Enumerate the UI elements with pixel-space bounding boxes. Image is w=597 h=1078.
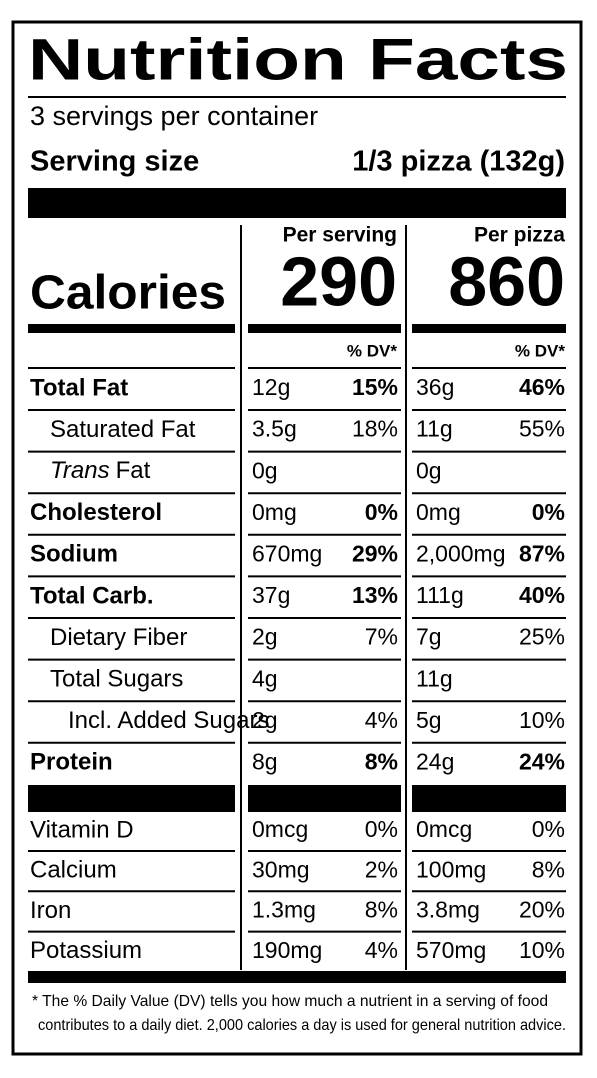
nutrient-name: Total Sugars [50, 666, 183, 693]
nutrient-name: Incl. Added Sugars [68, 707, 269, 734]
dv-header: % DV* [347, 341, 397, 360]
amount: 2,000mg [416, 540, 506, 566]
daily-value: 24% [519, 748, 565, 774]
serving-size-value: 1/3 pizza (132g) [352, 146, 565, 178]
amount: 4g [252, 665, 278, 691]
amount: 1.3mg [252, 897, 316, 923]
nutrient-name: Potassium [30, 937, 142, 964]
nutrient-name: Saturated Fat [50, 416, 196, 443]
amount: 8g [252, 748, 278, 774]
calories-bar [248, 324, 401, 333]
amount: 0g [252, 457, 278, 483]
calories-value: 860 [448, 242, 565, 320]
daily-value: 0% [532, 816, 565, 842]
daily-value: 40% [519, 582, 565, 608]
amount: 3.8mg [416, 897, 480, 923]
label-border [11, 20, 583, 1056]
column-header: Per pizza [474, 224, 565, 247]
amount: 36g [416, 374, 454, 400]
calories-label: Calories [30, 267, 226, 320]
black-bar [28, 785, 235, 812]
daily-value: 2% [365, 856, 398, 882]
amount: 0mcg [252, 816, 308, 842]
nutrient-name: Trans Fat [50, 458, 151, 485]
nutrient-name: Protein [30, 749, 113, 776]
black-bar [248, 785, 401, 812]
amount: 11g [416, 416, 453, 442]
nutrient-name-italic: Trans [50, 458, 110, 485]
daily-value: 4% [365, 937, 398, 963]
amount: 570mg [416, 937, 486, 963]
daily-value: 0% [365, 816, 398, 842]
nutrient-name-rest: Fat [116, 458, 151, 485]
daily-value: 15% [352, 374, 398, 400]
amount: 111g [416, 582, 464, 608]
serving-size-label: Serving size [30, 146, 199, 178]
dv-header: % DV* [515, 341, 565, 360]
amount: 30mg [252, 856, 310, 882]
daily-value: 87% [519, 540, 565, 566]
amount: 2g [252, 624, 278, 650]
footnote: * The % Daily Value (DV) tells you how m… [32, 993, 548, 1010]
amount: 0mg [252, 499, 297, 525]
daily-value: 29% [352, 540, 398, 566]
nutrient-name: Calcium [30, 857, 117, 884]
amount: 0g [416, 457, 442, 483]
calories-bar [412, 324, 566, 333]
daily-value: 46% [519, 374, 565, 400]
daily-value: 0% [365, 499, 398, 525]
footnote: contributes to a daily diet. 2,000 calor… [38, 1017, 566, 1034]
amount: 7g [416, 624, 442, 650]
amount: 12g [252, 374, 290, 400]
amount: 190mg [252, 937, 322, 963]
black-bar [412, 785, 566, 812]
amount: 0mcg [416, 816, 472, 842]
amount: 24g [416, 748, 454, 774]
daily-value: 55% [519, 416, 565, 442]
daily-value: 20% [519, 897, 565, 923]
daily-value: 10% [519, 707, 565, 733]
daily-value: 8% [365, 748, 398, 774]
amount: 670mg [252, 540, 322, 566]
daily-value: 13% [352, 582, 398, 608]
title: Nutrition Facts [28, 27, 568, 92]
amount: 2g [252, 707, 278, 733]
daily-value: 10% [519, 937, 565, 963]
nutrient-name: Dietary Fiber [50, 624, 187, 651]
daily-value: 18% [352, 416, 398, 442]
nutrient-name: Iron [30, 897, 71, 924]
calories-bar [28, 324, 235, 333]
daily-value: 4% [365, 707, 398, 733]
nutrient-name: Cholesterol [30, 499, 162, 526]
amount: 100mg [416, 856, 486, 882]
amount: 37g [252, 582, 290, 608]
nutrient-name: Sodium [30, 541, 118, 568]
daily-value: 0% [532, 499, 565, 525]
amount: 0mg [416, 499, 461, 525]
nutrient-name: Total Fat [30, 374, 128, 401]
column-header: Per serving [283, 224, 397, 247]
bottom-bar [28, 971, 566, 983]
nutrient-name: Total Carb. [30, 582, 154, 609]
servings: 3 servings per container [30, 101, 318, 131]
amount: 5g [416, 707, 442, 733]
calories-value: 290 [280, 242, 397, 320]
daily-value: 8% [365, 897, 398, 923]
daily-value: 7% [365, 624, 398, 650]
amount: 11g [416, 665, 453, 691]
daily-value: 8% [532, 856, 565, 882]
amount: 3.5g [252, 416, 297, 442]
thick-bar [28, 188, 566, 218]
nutrient-name: Vitamin D [30, 816, 134, 843]
daily-value: 25% [519, 624, 565, 650]
